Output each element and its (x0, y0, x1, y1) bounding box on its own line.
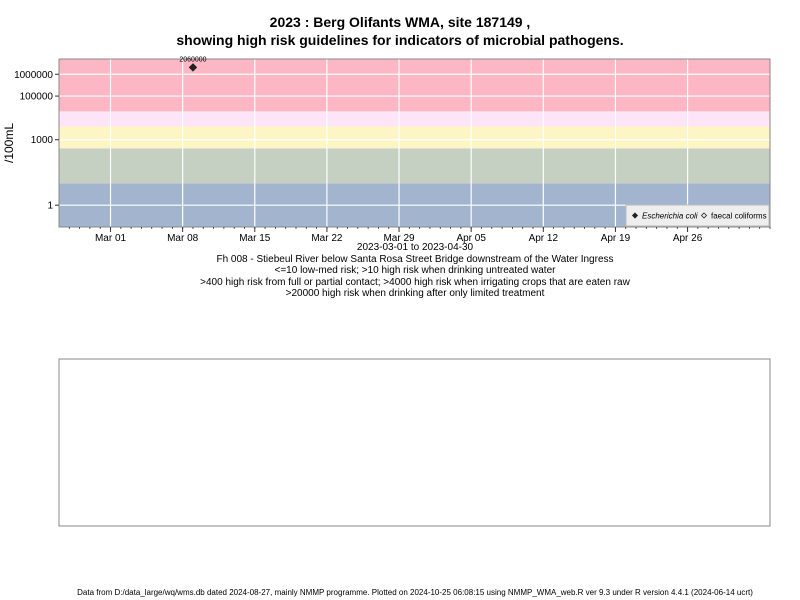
data-label-0-0: 2060000 (179, 56, 206, 63)
y-tick-label-2: 100000 (20, 92, 54, 103)
x-tick-label-0: Mar 01 (95, 233, 127, 244)
x-tick-label-7: Apr 19 (601, 233, 631, 244)
x-tick-label-6: Apr 12 (529, 233, 559, 244)
x-tick-label-1: Mar 08 (167, 233, 199, 244)
x-axis: Mar 01 Mar 08 Mar 15 Mar 22 Mar 29 Apr 05 Apr … (68, 227, 771, 244)
y-axis: 1 1000 100000 1000000 (14, 70, 59, 212)
data-points: 2060000 (179, 56, 207, 72)
y-tick-label-1: 1000 (31, 135, 54, 146)
y-tick-label-3: 1000000 (14, 70, 53, 81)
x-tick-label-3: Mar 22 (311, 233, 343, 244)
caption-risk-line-3: >20000 high risk when drinking after onl… (285, 288, 545, 299)
risk-band-4 (59, 59, 770, 112)
data-point-0-0 (188, 63, 198, 72)
risk-band-3 (59, 111, 770, 127)
y-axis-label: /100mL (2, 123, 16, 163)
risk-band-2 (59, 126, 770, 149)
legend-label-1: faecal coliforms (711, 212, 767, 221)
footer-note: Data from D:/data_large/wq/wms.db dated … (77, 588, 753, 597)
risk-band-1 (59, 148, 770, 184)
x-tick-label-2: Mar 15 (239, 233, 271, 244)
caption-risk-line-1: <=10 low-med risk; >10 high risk when dr… (274, 265, 556, 276)
risk-bands (59, 59, 770, 227)
legend-marker-1 (700, 212, 708, 219)
legend: Escherichia coli faecal coliforms (625, 204, 770, 227)
legend-box (625, 204, 770, 227)
caption-risk-line-2: >400 high risk from full or partial cont… (200, 277, 630, 288)
empty-panel-frame (58, 358, 771, 527)
legend-label-0: Escherichia coli (642, 212, 698, 221)
plot-frame (58, 58, 771, 228)
chart-title-line-1: 2023 : Berg Olifants WMA, site 187149 , (269, 14, 531, 30)
y-tick-label-0: 1 (47, 201, 53, 212)
x-tick-label-5: Apr 05 (456, 233, 486, 244)
legend-marker-0 (631, 212, 639, 219)
caption-site: Fh 008 - Stiebeul River below Santa Rosa… (216, 254, 614, 265)
caption-date-range: 2023-03-01 to 2023-04-30 (356, 242, 474, 253)
x-tick-label-8: Apr 26 (673, 233, 703, 244)
chart-title-line-2: showing high risk guidelines for indicat… (176, 32, 624, 48)
x-tick-label-4: Mar 29 (383, 233, 415, 244)
